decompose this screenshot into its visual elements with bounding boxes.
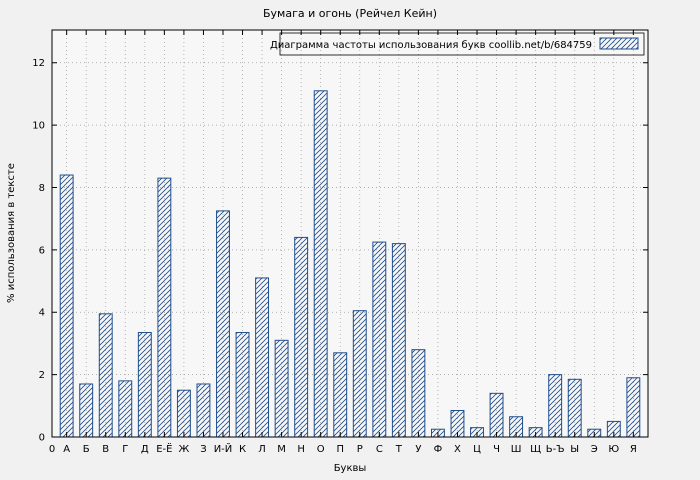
- y-tick-label: 0: [39, 433, 45, 444]
- x-tick-label: Б: [83, 444, 90, 455]
- x-tick-label: Р: [357, 444, 363, 455]
- x-tick-label: Ф: [434, 444, 443, 455]
- chart-title: Бумага и огонь (Рейчел Кейн): [263, 7, 437, 20]
- x-tick-label: О: [317, 444, 325, 455]
- bar-А: [59, 174, 74, 438]
- y-tick-label: 12: [32, 58, 45, 69]
- legend-label: Диаграмма частоты использования букв coo…: [270, 40, 592, 51]
- axis-frame: [51, 29, 649, 438]
- bar-Ж: [176, 389, 191, 438]
- x-tick-label: Щ: [530, 444, 541, 455]
- x-tick-label: Я: [630, 444, 637, 455]
- x-tick-label: У: [415, 444, 421, 455]
- x-origin-label: 0: [49, 444, 55, 455]
- x-tick-label: И-Й: [214, 442, 233, 455]
- y-tick-label: 10: [32, 121, 45, 132]
- x-tick-label: Ю: [608, 444, 619, 455]
- x-tick-label: М: [277, 444, 286, 455]
- bar-Д: [137, 332, 152, 438]
- x-axis-label: Буквы: [334, 463, 367, 474]
- y-tick-label: 6: [39, 245, 45, 256]
- y-axis-label: % использования в тексте: [6, 163, 17, 303]
- bar-Н: [294, 236, 309, 438]
- bar-Ч: [489, 392, 504, 438]
- x-tick-label: Е-Ё: [156, 442, 172, 455]
- x-tick-label: В: [102, 444, 109, 455]
- bar-Б: [79, 383, 94, 438]
- x-tick-label: Ч: [493, 444, 500, 455]
- bar-Я: [626, 377, 641, 438]
- bar-Л: [255, 277, 270, 438]
- legend-box: [279, 32, 645, 56]
- x-tick-label: Г: [122, 444, 128, 455]
- bar-И-Й: [216, 210, 230, 438]
- bar-З: [196, 383, 211, 438]
- x-tick-label: Х: [454, 444, 461, 455]
- x-tick-label: Ц: [473, 444, 481, 455]
- x-tick-label: З: [200, 444, 206, 455]
- chart-layers: 0 2 4 6 8 10 12 А Б В Г Д Е-Ё Ж З И-Й К Л М Н О П Р С Т У Ф Х Ц Ч Ш Щ Ь-…: [32, 29, 649, 455]
- x-tick-label: Т: [395, 444, 403, 455]
- x-tick-label: Ж: [179, 444, 190, 455]
- x-tick-label: Ь-Ъ: [546, 444, 565, 455]
- bar-Г: [118, 380, 133, 438]
- bar-У: [411, 349, 426, 438]
- y-tick-label: 2: [39, 370, 45, 381]
- x-tick-label: Д: [141, 444, 149, 455]
- bar-Ь-Ъ: [548, 374, 563, 438]
- y-tick-label: 4: [39, 308, 45, 319]
- x-tick-label: Ш: [511, 444, 522, 455]
- bar-П: [333, 352, 348, 438]
- bar-В: [98, 313, 113, 438]
- x-tick-label: С: [376, 444, 383, 455]
- y-tick-label: 8: [39, 183, 45, 194]
- bar-Е-Ё: [157, 177, 172, 438]
- x-tick-label: Н: [297, 444, 305, 455]
- legend-swatch: [599, 37, 639, 50]
- x-tick-label: Л: [258, 444, 266, 455]
- bar-М: [274, 339, 289, 438]
- bar-Р: [352, 310, 367, 438]
- x-tick-label: Э: [591, 444, 598, 455]
- bar-С: [372, 241, 387, 438]
- x-tick-label: Ы: [570, 444, 579, 455]
- x-tick-label: А: [63, 444, 70, 455]
- bar-К: [235, 332, 250, 438]
- bar-Ы: [567, 378, 582, 438]
- bar-О: [313, 90, 328, 438]
- bar-Т: [391, 243, 406, 438]
- x-tick-label: П: [336, 444, 344, 455]
- x-tick-label: К: [239, 444, 246, 455]
